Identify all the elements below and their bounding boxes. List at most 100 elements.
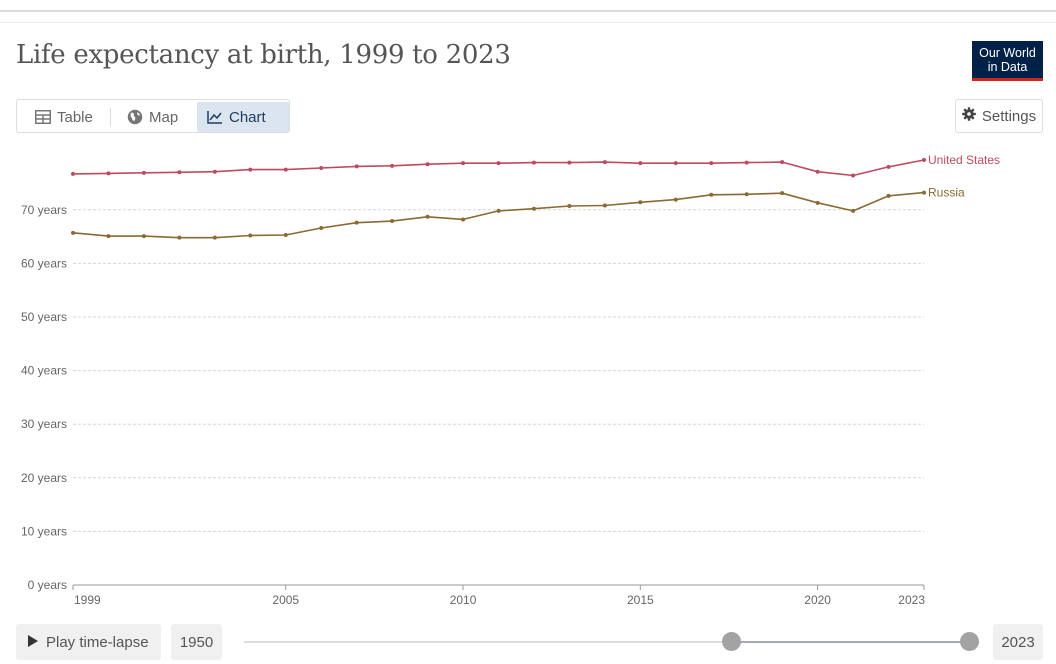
data-point-united-states[interactable]: [886, 164, 891, 169]
settings-label: Settings: [981, 107, 1037, 125]
gear-icon: [962, 107, 976, 125]
y-tick-label: 50 years: [21, 310, 67, 324]
y-tick-label: 0 years: [28, 578, 67, 592]
data-point-united-states[interactable]: [922, 157, 926, 162]
data-point-russia[interactable]: [744, 192, 749, 197]
y-tick-label: 40 years: [21, 364, 67, 378]
data-point-united-states[interactable]: [283, 167, 288, 172]
data-point-russia[interactable]: [106, 234, 111, 239]
data-point-russia[interactable]: [461, 217, 466, 222]
timeline-end-year[interactable]: 2023: [993, 624, 1043, 660]
data-point-russia[interactable]: [709, 192, 714, 197]
tab-table-label: Table: [57, 108, 93, 126]
data-point-united-states[interactable]: [851, 173, 856, 178]
data-point-united-states[interactable]: [638, 161, 643, 166]
tab-chart-label: Chart: [229, 108, 266, 126]
globe-icon: [127, 109, 143, 125]
data-point-united-states[interactable]: [531, 160, 536, 165]
logo-line-2: in Data: [987, 60, 1028, 74]
data-point-united-states[interactable]: [744, 160, 749, 165]
data-point-russia[interactable]: [177, 235, 182, 240]
x-tick-label: 2020: [804, 593, 831, 607]
data-point-russia[interactable]: [319, 226, 324, 231]
settings-button[interactable]: Settings: [955, 99, 1043, 133]
data-point-russia[interactable]: [283, 232, 288, 237]
data-point-united-states[interactable]: [319, 165, 324, 170]
timeline-track[interactable]: [244, 641, 970, 643]
data-point-united-states[interactable]: [815, 169, 820, 174]
data-point-united-states[interactable]: [709, 161, 714, 166]
data-point-russia[interactable]: [496, 208, 501, 213]
gridlines: [73, 209, 924, 532]
data-point-united-states[interactable]: [390, 163, 395, 168]
data-point-russia[interactable]: [390, 219, 395, 224]
y-tick-label: 20 years: [21, 471, 67, 485]
data-point-united-states[interactable]: [780, 160, 785, 165]
data-point-united-states[interactable]: [602, 160, 607, 165]
data-point-united-states[interactable]: [673, 161, 678, 166]
data-point-russia[interactable]: [780, 191, 785, 196]
data-point-russia[interactable]: [638, 200, 643, 205]
timeline-selected-range: [732, 641, 970, 643]
data-point-russia[interactable]: [212, 235, 217, 240]
data-point-russia[interactable]: [531, 206, 536, 211]
data-point-russia[interactable]: [567, 204, 572, 209]
data-point-russia[interactable]: [886, 193, 891, 198]
data-point-united-states[interactable]: [461, 161, 466, 166]
tab-map[interactable]: Map: [117, 102, 188, 132]
data-point-united-states[interactable]: [106, 171, 111, 176]
data-point-united-states[interactable]: [248, 167, 253, 172]
data-point-united-states[interactable]: [177, 170, 182, 175]
y-tick-label: 60 years: [21, 256, 67, 270]
play-timelapse-button[interactable]: Play time-lapse: [16, 624, 161, 660]
series-lines: [71, 157, 926, 240]
line-chart-icon: [207, 110, 223, 124]
logo-line-1: Our World: [979, 46, 1036, 60]
data-point-russia[interactable]: [248, 233, 253, 238]
timeline-start-year[interactable]: 1950: [171, 624, 222, 660]
x-tick-label: 2023: [898, 593, 925, 607]
tab-chart[interactable]: Chart: [197, 102, 289, 132]
owid-logo[interactable]: Our World in Data: [972, 41, 1043, 81]
x-tick-label: 2005: [272, 593, 299, 607]
data-point-united-states[interactable]: [354, 164, 359, 169]
top-divider: [0, 10, 1056, 12]
line-chart: 0 years 10 years 20 years 30 years 40 years 5…: [21, 153, 1000, 607]
play-timelapse-label: Play time-lapse: [46, 633, 149, 651]
axes: 0 years 10 years 20 years 30 years 40 years 5…: [21, 203, 925, 607]
data-point-russia[interactable]: [815, 200, 820, 205]
timeline-end-handle[interactable]: [960, 632, 979, 651]
tab-table[interactable]: Table: [25, 102, 103, 132]
data-point-russia[interactable]: [851, 208, 856, 213]
y-tick-label: 70 years: [21, 203, 67, 217]
data-point-united-states[interactable]: [425, 162, 430, 167]
chart-title: Life expectancy at birth, 1999 to 2023: [16, 40, 511, 70]
view-tabs: Table Map Chart: [16, 99, 290, 133]
timeline-start-handle[interactable]: [722, 632, 741, 651]
x-tick-label: 2010: [450, 593, 477, 607]
x-tick-label: 1999: [74, 593, 101, 607]
data-point-russia[interactable]: [354, 220, 359, 225]
data-point-russia[interactable]: [141, 234, 146, 239]
data-point-russia[interactable]: [425, 214, 430, 219]
data-point-russia[interactable]: [602, 203, 607, 208]
data-point-united-states[interactable]: [496, 161, 501, 166]
data-point-united-states[interactable]: [141, 170, 146, 175]
play-icon: [28, 634, 38, 651]
data-point-russia[interactable]: [922, 190, 926, 195]
tab-map-label: Map: [149, 108, 179, 126]
y-tick-label: 10 years: [21, 524, 67, 538]
tab-divider: [110, 108, 111, 126]
table-icon: [35, 110, 51, 124]
series-line-russia[interactable]: [72, 191, 925, 239]
series-labels: United States Russia: [928, 153, 1000, 200]
top-divider-secondary: [0, 22, 1056, 23]
y-tick-label: 30 years: [21, 417, 67, 431]
x-tick-label: 2015: [627, 593, 654, 607]
data-point-russia[interactable]: [673, 197, 678, 202]
series-label-russia: Russia: [928, 186, 965, 200]
data-point-united-states[interactable]: [71, 171, 75, 176]
data-point-united-states[interactable]: [212, 169, 217, 174]
data-point-united-states[interactable]: [567, 160, 572, 165]
data-point-russia[interactable]: [71, 230, 75, 235]
